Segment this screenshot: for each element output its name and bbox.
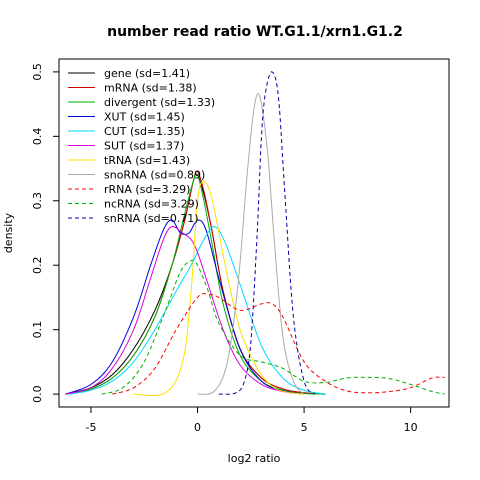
- y-axis-label: density: [2, 212, 15, 253]
- series-line-4: [69, 226, 326, 395]
- x-tick-label: -5: [85, 421, 96, 434]
- series-layer: [65, 71, 445, 397]
- y-tick-label: 0.1: [31, 321, 44, 339]
- x-tick-label: 10: [404, 421, 418, 434]
- series-line-3: [65, 219, 305, 395]
- legend-label: rRNA (sd=3.29): [104, 183, 190, 196]
- x-tick-label: 5: [301, 421, 308, 434]
- legend-label: snRNA (sd=0.71): [104, 212, 199, 225]
- series-line-8: [112, 293, 445, 395]
- y-tick-label: 0.4: [31, 128, 44, 146]
- y-tick-label: 0.3: [31, 192, 44, 210]
- legend-label: ncRNA (sd=3.29): [104, 198, 199, 211]
- series-line-9: [101, 259, 445, 395]
- legend-label: mRNA (sd=1.38): [104, 82, 197, 95]
- y-axis: 0.0 0.1 0.2 0.3 0.4 0.5: [31, 63, 59, 403]
- series-line-7: [197, 93, 305, 395]
- legend-label: tRNA (sd=1.43): [104, 154, 190, 167]
- legend-label: XUT (sd=1.45): [104, 111, 185, 124]
- chart-title: number read ratio WT.G1.1/xrn1.G1.2: [107, 24, 403, 40]
- x-tick-label: 0: [194, 421, 201, 434]
- legend-label: divergent (sd=1.33): [104, 96, 215, 109]
- legend: gene (sd=1.41) mRNA (sd=1.38)divergent (s…: [68, 67, 215, 225]
- y-tick-label: 0.0: [31, 385, 44, 403]
- series-line-6: [133, 180, 305, 397]
- series-line-10: [218, 71, 316, 395]
- y-tick-label: 0.5: [31, 63, 44, 81]
- legend-label: SUT (sd=1.37): [104, 140, 184, 153]
- legend-label: gene (sd=1.41): [104, 67, 190, 80]
- legend-label: CUT (sd=1.35): [104, 125, 185, 138]
- plot-frame: [58, 58, 450, 408]
- x-axis: -5 0 5 10: [85, 407, 418, 434]
- y-tick-label: 0.2: [31, 256, 44, 274]
- series-line-5: [65, 225, 305, 395]
- x-axis-label: log2 ratio: [228, 452, 281, 465]
- legend-label: snoRNA (sd=0.89): [104, 169, 205, 182]
